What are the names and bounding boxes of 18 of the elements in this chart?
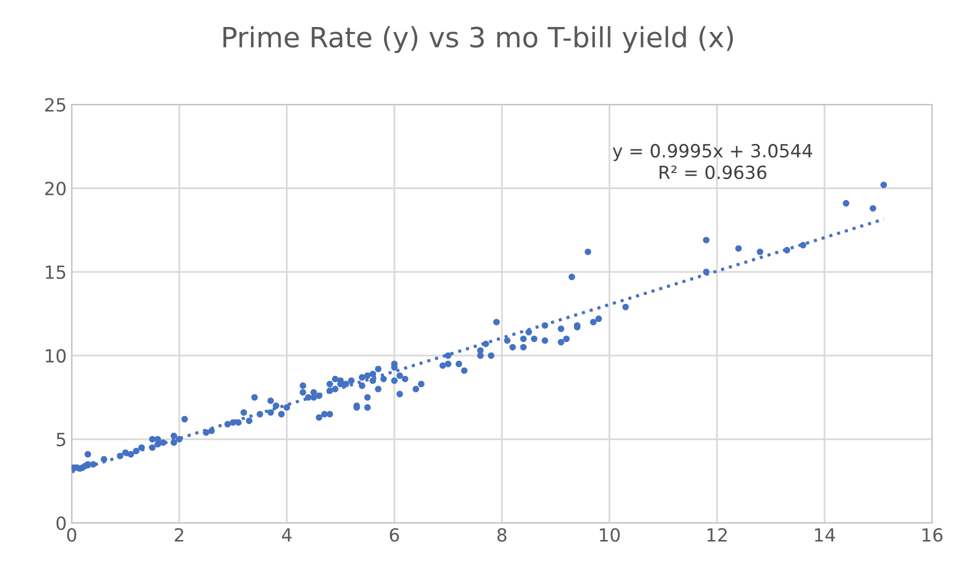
y-tick-label: 25 — [45, 98, 66, 112]
x-tick-label: 14 — [815, 528, 836, 542]
x-tick-label: 12 — [707, 528, 727, 542]
chart-title: Prime Rate (y) vs 3 mo T-bill yield (x) — [223, 26, 733, 54]
y-tick-label: 20 — [45, 182, 66, 196]
y-tick-label: 0 — [56, 516, 66, 530]
x-tick-label: 2 — [174, 528, 184, 542]
y-tick-label: 5 — [56, 432, 66, 446]
x-tick-label: 0 — [67, 528, 76, 542]
y-tick-label: 15 — [46, 266, 66, 280]
annotation: R² = 0.9636 — [660, 166, 766, 180]
annotation: y = 0.9995x + 3.0544 — [612, 144, 812, 162]
x-tick-label: 6 — [390, 528, 399, 542]
x-tick-label: 4 — [282, 528, 292, 542]
x-tick-label: 8 — [497, 528, 506, 542]
x-tick-label: 10 — [600, 528, 620, 542]
x-tick-label: 16 — [922, 528, 942, 542]
y-tick-label: 10 — [46, 349, 66, 363]
